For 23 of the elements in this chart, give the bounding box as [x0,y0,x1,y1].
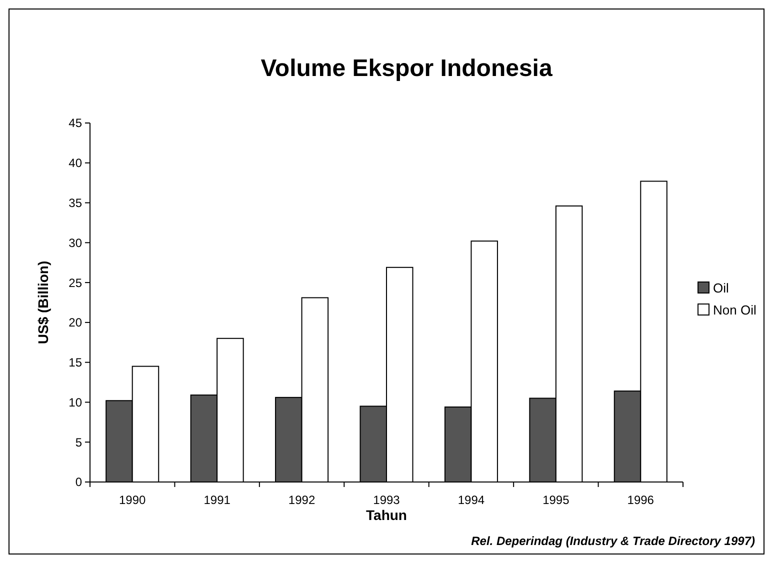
legend-label: Non Oil [713,302,756,318]
x-tick-label: 1991 [204,493,231,507]
y-tick-label: 45 [68,116,82,130]
y-tick-label: 30 [68,236,82,250]
y-tick-label: 10 [68,395,82,410]
text: Rel. Deperindag (Industry & Trade Directory 1997) [471,534,755,548]
y-tick-label: 40 [68,156,82,170]
legend-label: Oil [713,280,729,296]
x-tick-label: 1993 [373,493,400,507]
y-tick-label: 35 [68,196,82,210]
y-tick-label: 20 [68,316,82,330]
y-tick-label: 15 [68,356,82,370]
y-tick-label: 0 [75,475,82,490]
y-axis-title: US$ (Billion) [35,260,51,344]
y-tick-label: 25 [68,276,82,290]
x-tick-label: 1994 [458,493,485,507]
x-axis-title: Tahun [366,507,407,523]
x-tick-label: 1995 [542,493,570,507]
x-tick-label: 1992 [288,493,316,507]
chart-title: Volume Ekspor Indonesia [260,55,553,82]
y-tick-label: 5 [75,435,82,450]
x-tick-label: 1996 [627,493,654,507]
x-tick-label: 1990 [119,493,146,507]
